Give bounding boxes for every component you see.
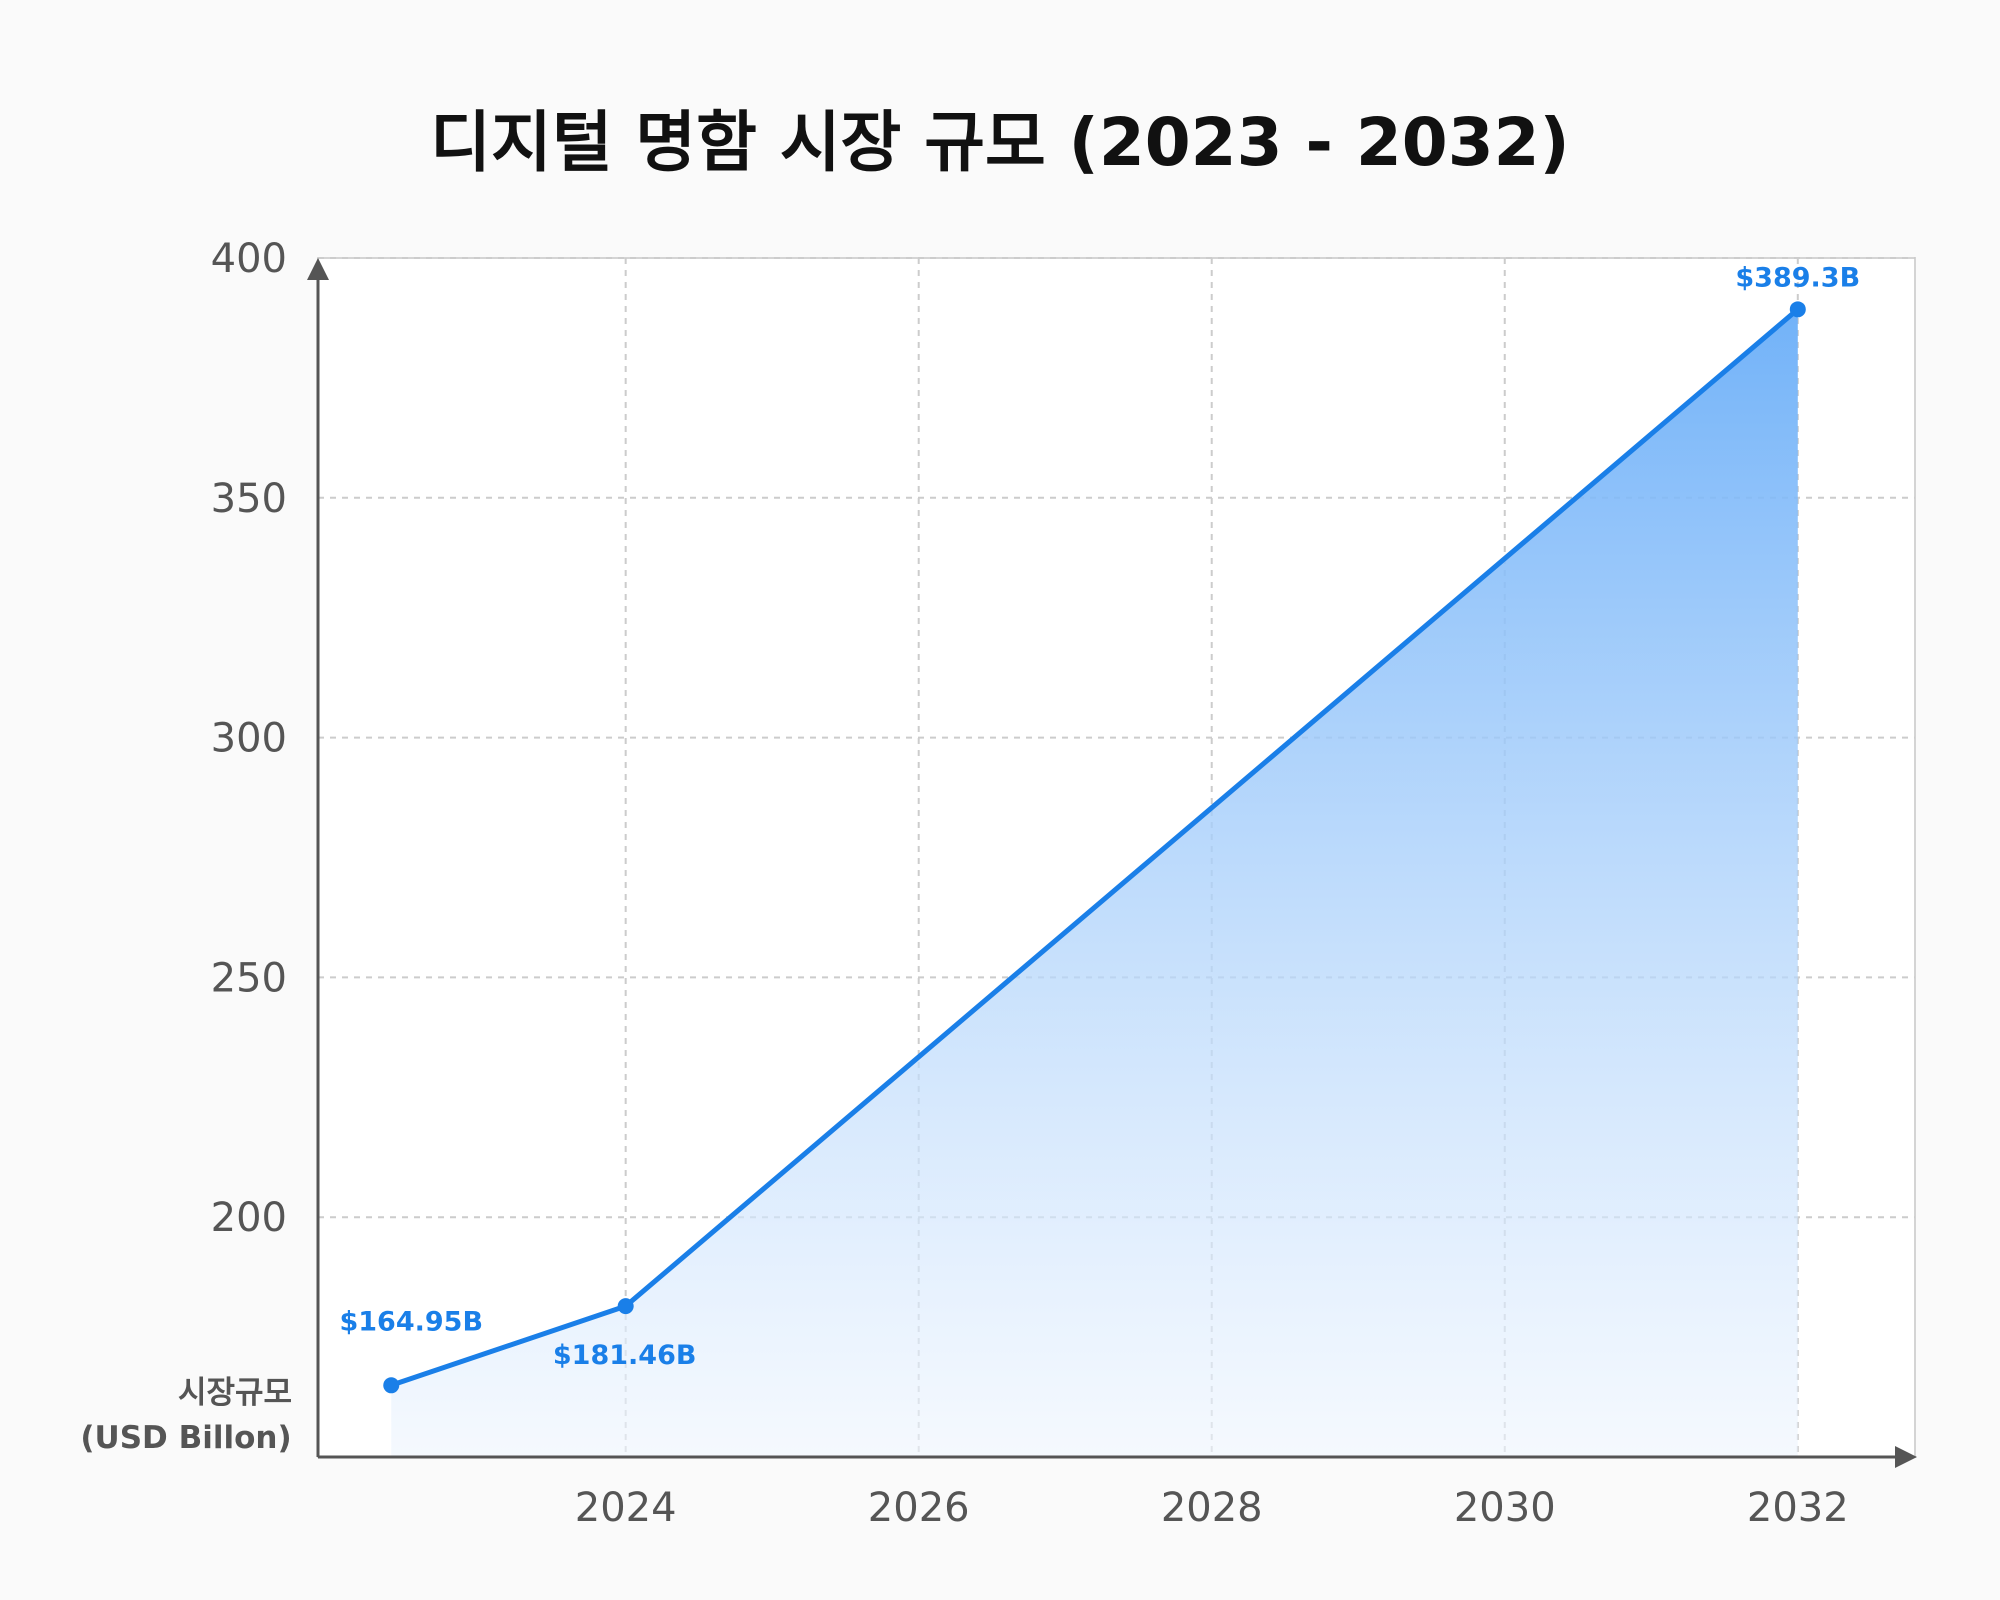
data-point-3 [1789,301,1806,318]
y-axis-label-line-2: (USD Billon) [80,1420,291,1456]
data-label-2: $181.46B [553,1340,697,1371]
data-point-1 [383,1377,400,1394]
x-axis-arrow-icon [1895,1446,1917,1468]
tick-labels: 2024 2026 2028 2030 2032 200 250 300 350 400 [211,236,1849,1531]
y-tick-label-350: 350 [211,476,287,522]
x-tick-label-2024: 2024 [575,1485,677,1531]
x-tick-label-2028: 2028 [1161,1485,1263,1531]
y-tick-label-400: 400 [211,236,287,282]
y-tick-label-200: 200 [211,1195,287,1241]
data-point-2 [617,1298,634,1315]
chart-title: 디지털 명함 시장 규모 (2023 - 2032) [430,104,1569,181]
x-tick-label-2032: 2032 [1747,1485,1849,1531]
axes [307,258,1917,1468]
x-tick-label-2030: 2030 [1454,1485,1556,1531]
data-label-1: $164.95B [339,1306,483,1337]
x-tick-label-2026: 2026 [868,1485,970,1531]
area-fill [391,309,1798,1458]
y-tick-label-250: 250 [211,955,287,1001]
series-area [391,309,1798,1458]
y-tick-label-300: 300 [211,716,287,762]
data-label-3: $389.3B [1735,262,1860,293]
data-points [383,301,1806,1394]
data-labels: $164.95B $181.46B $389.3B [339,262,1860,1371]
y-axis-arrow-icon [307,258,329,280]
y-axis-label-line-1: 시장규모 [178,1375,292,1411]
